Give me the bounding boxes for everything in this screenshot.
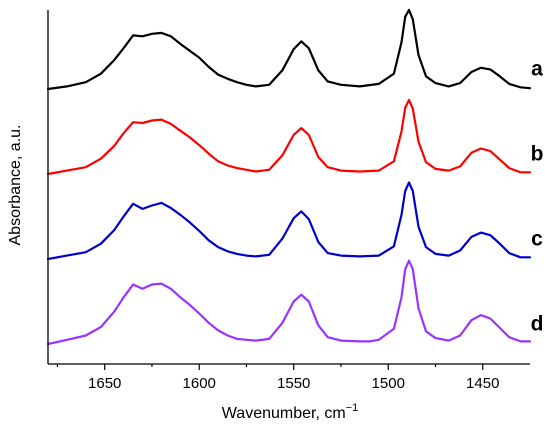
x-tick-label-1600: 1600: [183, 375, 216, 392]
x-axis-title-unit-exponent: −1: [346, 402, 359, 414]
series-labels: a b c d: [531, 57, 544, 335]
trace-d: [46, 259, 532, 346]
trace-c: [46, 181, 532, 261]
x-axis-title-text: Wavenumber, cm: [222, 405, 346, 422]
spectra-traces: [46, 8, 532, 346]
x-tick-label-1650: 1650: [88, 375, 121, 392]
x-tick-label-1500: 1500: [372, 375, 405, 392]
series-label-c: c: [531, 227, 543, 250]
series-label-b: b: [531, 142, 544, 165]
x-tick-label-1550: 1550: [277, 375, 310, 392]
series-label-d: d: [531, 312, 544, 335]
trace-b: [46, 98, 532, 176]
series-label-a: a: [531, 57, 543, 80]
x-axis-ticks: 1650 1600 1550 1500 1450: [56, 364, 499, 392]
x-tick-label-1450: 1450: [466, 375, 499, 392]
trace-a: [46, 8, 532, 91]
x-axis-title: Wavenumber, cm−1: [222, 402, 358, 422]
y-axis-title: Absorbance, a.u.: [7, 125, 24, 246]
